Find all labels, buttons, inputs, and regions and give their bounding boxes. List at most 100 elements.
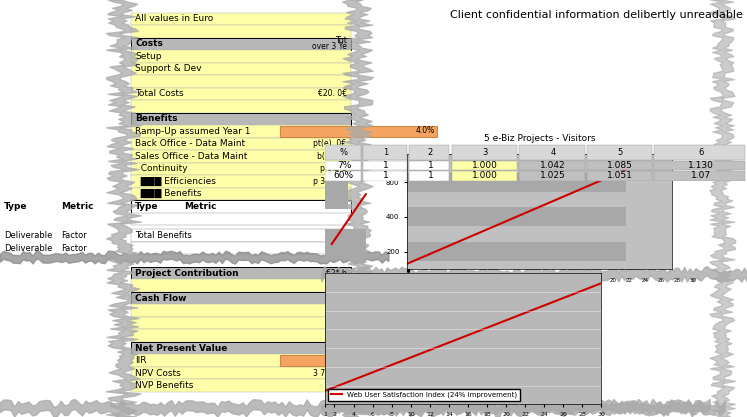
Text: Cash Flow: Cash Flow bbox=[135, 294, 187, 303]
Bar bbox=[325, 229, 366, 259]
Bar bbox=[363, 145, 407, 160]
Text: 1.000: 1.000 bbox=[472, 161, 498, 170]
Text: be.7: be.7 bbox=[330, 231, 347, 240]
Bar bbox=[131, 13, 351, 25]
Bar bbox=[131, 25, 351, 38]
Text: Client confidential information delibertly unreadable: Client confidential information delibert… bbox=[450, 10, 743, 20]
Bar bbox=[131, 379, 351, 392]
Text: b(e). 0€: b(e). 0€ bbox=[317, 152, 347, 161]
Text: %: % bbox=[340, 148, 348, 156]
Text: ███ Efficiencies: ███ Efficiencies bbox=[135, 177, 216, 186]
Text: Metric: Metric bbox=[185, 202, 217, 211]
Bar bbox=[451, 161, 517, 170]
Bar bbox=[586, 171, 652, 181]
Text: 60%: 60% bbox=[334, 171, 354, 180]
Text: pt(e).: pt(e). bbox=[326, 189, 347, 198]
Text: €2* b: €2* b bbox=[326, 269, 347, 278]
Bar bbox=[131, 354, 351, 367]
Text: Deliverable: Deliverable bbox=[4, 231, 52, 240]
Text: Ramp-Up assumed Year 1: Ramp-Up assumed Year 1 bbox=[135, 127, 251, 136]
Text: Type: Type bbox=[135, 202, 158, 211]
Text: p 0.2 1: p 0.2 1 bbox=[320, 164, 347, 173]
Text: NVP Benefits: NVP Benefits bbox=[135, 381, 193, 390]
Bar bbox=[280, 355, 437, 366]
Text: IIR: IIR bbox=[135, 356, 146, 365]
Text: NPV Costs: NPV Costs bbox=[135, 369, 181, 378]
Text: Continuity: Continuity bbox=[135, 164, 187, 173]
Text: 1: 1 bbox=[427, 171, 433, 180]
Text: 1.085: 1.085 bbox=[607, 161, 633, 170]
Text: Setup: Setup bbox=[135, 52, 161, 61]
Bar bbox=[131, 242, 351, 254]
Text: €20. 0€: €20. 0€ bbox=[317, 89, 347, 98]
Text: Back Office - Data Maint: Back Office - Data Maint bbox=[135, 139, 245, 148]
Bar bbox=[131, 292, 351, 304]
Text: Project Contribution: Project Contribution bbox=[135, 269, 239, 278]
Bar bbox=[325, 161, 361, 170]
Text: 20: 20 bbox=[610, 279, 616, 284]
Text: 5: 5 bbox=[618, 148, 623, 156]
Bar bbox=[131, 213, 351, 225]
Bar bbox=[451, 145, 517, 160]
Text: Net Present Value: Net Present Value bbox=[135, 344, 228, 353]
Text: 22: 22 bbox=[625, 279, 633, 284]
Bar bbox=[325, 179, 347, 209]
Text: Support & Dev: Support & Dev bbox=[135, 64, 202, 73]
Text: 4: 4 bbox=[551, 148, 556, 156]
Text: 2: 2 bbox=[428, 148, 433, 156]
Bar bbox=[131, 138, 351, 150]
Text: 26: 26 bbox=[657, 279, 664, 284]
Text: 1.042: 1.042 bbox=[540, 161, 565, 170]
Bar bbox=[131, 88, 351, 100]
Bar bbox=[131, 50, 351, 63]
Bar bbox=[519, 171, 584, 181]
Bar bbox=[586, 145, 652, 160]
Text: 4.0%: 4.0% bbox=[415, 126, 435, 135]
Bar bbox=[363, 171, 407, 181]
Text: pt(e). 0€: pt(e). 0€ bbox=[314, 139, 347, 148]
Text: Factor: Factor bbox=[61, 231, 87, 240]
Bar bbox=[407, 242, 625, 261]
Bar bbox=[131, 175, 351, 188]
Text: 1: 1 bbox=[383, 161, 389, 170]
Text: Deliverable: Deliverable bbox=[4, 244, 52, 253]
Bar bbox=[409, 145, 450, 160]
Text: Type: Type bbox=[4, 202, 27, 211]
Text: 3 7 0. 1€: 3 7 0. 1€ bbox=[313, 369, 347, 378]
Bar bbox=[407, 173, 625, 192]
Bar bbox=[519, 145, 584, 160]
Text: 28: 28 bbox=[674, 279, 681, 284]
Text: Factor: Factor bbox=[61, 244, 87, 253]
Bar bbox=[131, 342, 351, 354]
Text: Metric: Metric bbox=[61, 202, 94, 211]
Text: 1: 1 bbox=[427, 161, 433, 170]
Text: ███ Benefits: ███ Benefits bbox=[135, 189, 202, 198]
Bar bbox=[280, 126, 437, 137]
Text: 6: 6 bbox=[698, 148, 703, 156]
Text: 1.000: 1.000 bbox=[472, 171, 498, 180]
Text: Tot: Tot bbox=[335, 36, 347, 45]
Bar bbox=[363, 161, 407, 170]
Bar bbox=[131, 75, 351, 88]
Text: 3 7 1: 3 7 1 bbox=[327, 381, 347, 390]
Bar bbox=[131, 125, 351, 138]
Bar bbox=[131, 304, 351, 317]
Bar bbox=[131, 317, 351, 329]
Bar bbox=[131, 267, 351, 279]
Bar bbox=[325, 145, 361, 160]
Bar bbox=[409, 161, 450, 170]
Bar bbox=[131, 200, 351, 213]
Bar bbox=[131, 113, 351, 125]
Bar bbox=[131, 279, 351, 292]
Bar bbox=[131, 100, 351, 113]
Text: Costs: Costs bbox=[135, 39, 163, 48]
Text: Benefits: Benefits bbox=[135, 114, 178, 123]
Text: 1.025: 1.025 bbox=[540, 171, 565, 180]
Bar bbox=[131, 163, 351, 175]
Text: 30: 30 bbox=[689, 279, 696, 284]
Text: 1.051: 1.051 bbox=[607, 171, 633, 180]
Text: 1.130: 1.130 bbox=[688, 161, 713, 170]
Text: Total Costs: Total Costs bbox=[135, 89, 184, 98]
Bar bbox=[131, 38, 351, 50]
Bar bbox=[325, 171, 361, 181]
